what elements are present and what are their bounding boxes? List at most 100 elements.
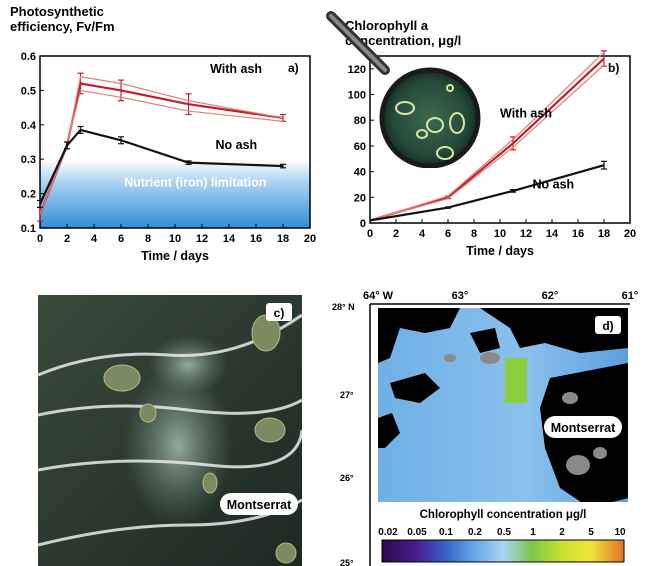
montserrat-label-box (220, 493, 298, 515)
y-tick-label: 80 (354, 115, 366, 127)
x-tick-label: 8 (471, 228, 477, 240)
series-line (369, 57, 605, 222)
montserrat-label: Montserrat (227, 498, 292, 512)
colorbar-tick-label: 1 (530, 527, 536, 538)
x-tick-label: 10 (494, 228, 506, 240)
x-tick-label: 14 (546, 228, 559, 240)
series-line (369, 164, 605, 222)
panel-b-ylabel: Chlorophyll a concentration, μg/l (345, 18, 461, 48)
diatom-cell (395, 101, 415, 115)
y-tick-label: 120 (348, 64, 366, 76)
x-tick-label: 16 (250, 233, 262, 245)
lat-label: 28° N (332, 302, 355, 312)
island (566, 455, 590, 475)
lat-label: 25° (340, 558, 354, 566)
x-tick-label: 14 (223, 233, 236, 245)
no-ash-label: No ash (533, 177, 575, 191)
panel-d-letter: d) (602, 319, 613, 333)
island (444, 354, 456, 362)
magnifier-microscope-image (326, 11, 481, 168)
y-tick-label: 20 (354, 192, 366, 204)
island (593, 447, 607, 459)
magnifier-lens (379, 67, 481, 168)
x-tick-label: 4 (419, 228, 426, 240)
mask-region (378, 413, 400, 448)
x-tick-label: 6 (118, 233, 124, 245)
x-tick-label: 12 (196, 233, 208, 245)
island (275, 542, 297, 564)
cloud-streak (38, 429, 302, 472)
colorbar-tick-label: 2 (559, 527, 565, 538)
x-tick-label: 18 (598, 228, 610, 240)
x-tick-label: 20 (624, 228, 636, 240)
panel-a-ylabel: Photosynthetic efficiency, Fv/Fm (10, 4, 115, 34)
lon-label: 61° (622, 290, 639, 302)
high-chlorophyll-patch (505, 358, 527, 403)
panel-c-letter: c) (274, 306, 285, 320)
panel-a-xlabel: Time / days (141, 249, 209, 263)
mask-region (470, 328, 500, 353)
x-tick-label: 2 (64, 233, 70, 245)
lon-label: 63° (452, 290, 469, 302)
panel-b-xlabel: Time / days (466, 244, 534, 258)
colorbar-tick-label: 0.02 (378, 527, 398, 538)
lat-label: 27° (340, 390, 354, 400)
x-tick-label: 20 (304, 233, 316, 245)
colorbar-title: Chlorophyll concentration μg/l (420, 509, 587, 521)
x-tick-label: 2 (393, 228, 399, 240)
island (103, 364, 141, 392)
x-tick-label: 16 (572, 228, 584, 240)
montserrat-label: Montserrat (551, 421, 616, 435)
diatom-cell (436, 146, 454, 160)
panel-d-letter-box (595, 316, 621, 334)
lat-label: 26° (340, 473, 354, 483)
diatom-cell (446, 84, 454, 92)
colorbar-tick-label: 5 (588, 527, 594, 538)
lon-label: 62° (542, 290, 559, 302)
colorbar-tick-label: 10 (614, 527, 626, 538)
mask-region (378, 308, 460, 363)
map-islands (444, 352, 607, 475)
y-tick-label: 40 (354, 167, 366, 179)
y-tick-label: 0.2 (21, 189, 36, 201)
panel-b-ylabel-line1: Chlorophyll a (345, 18, 429, 33)
panel-c-satellite-image: Montserrat c) (38, 295, 302, 566)
colorbar-tick-label: 0.2 (468, 527, 482, 538)
diatom-cell (416, 129, 428, 139)
nutrient-limitation-label: Nutrient (iron) limitation (124, 176, 266, 190)
panel-b-letter: b) (608, 61, 619, 75)
x-tick-label: 12 (520, 228, 532, 240)
panel-a-ylabel-line2: efficiency, Fv/Fm (10, 19, 115, 34)
x-tick-label: 18 (277, 233, 289, 245)
x-tick-label: 6 (445, 228, 451, 240)
no-ash-label: No ash (216, 138, 258, 152)
mask-region (480, 308, 628, 353)
mask-region (390, 373, 440, 403)
panel-a-chart: Nutrient (iron) limitation 0 2 4 6 8 10 12 14 16… (21, 51, 316, 263)
panel-d-map: 64° W 63° 62° 61° 28° N 27° 26° 25° Mont… (332, 290, 639, 566)
series-line (369, 64, 605, 222)
x-tick-label: 10 (169, 233, 181, 245)
y-tick-label: 0.3 (21, 154, 36, 166)
x-tick-label: 8 (145, 233, 151, 245)
panel-b-ylabel-line2: concentration, μg/l (345, 33, 462, 48)
y-tick-label: 100 (348, 90, 366, 102)
panel-b-chart: 0 2 4 6 8 10 12 14 16 18 20 0 20 40 60 80 100 120 With as… (348, 50, 636, 258)
y-tick-label: 0 (360, 218, 366, 230)
series-line (39, 128, 284, 205)
x-tick-label: 4 (91, 233, 98, 245)
y-tick-label: 60 (354, 141, 366, 153)
island (202, 472, 218, 494)
y-tick-label: 0.6 (21, 51, 36, 63)
series-line (369, 51, 605, 222)
panel-a-letter: a) (288, 61, 299, 75)
island (562, 392, 578, 404)
colorbar (381, 539, 625, 563)
magnifier-handle-shine (329, 14, 387, 72)
islands (103, 314, 297, 564)
colorbar-tick-label: 0.05 (407, 527, 427, 538)
diatom-cell (449, 112, 465, 134)
island (480, 352, 500, 364)
y-tick-label: 0.4 (21, 120, 37, 132)
x-tick-label: 0 (37, 233, 43, 245)
